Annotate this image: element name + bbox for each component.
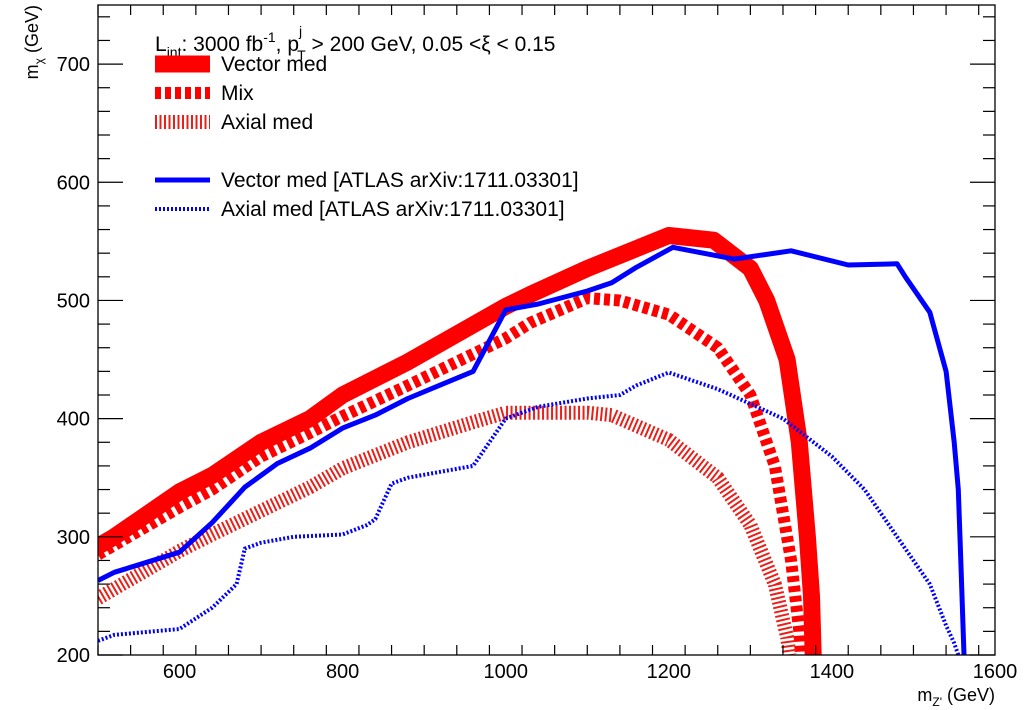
x-axis-label: mZ' (GeV) — [917, 685, 995, 709]
y-tick-label: 400 — [57, 409, 90, 431]
series-line-axial-med — [98, 405, 797, 655]
x-tick-label: 600 — [163, 661, 196, 683]
series-line-vector-med — [98, 227, 822, 655]
x-tick-label: 1600 — [973, 661, 1018, 683]
y-tick-label: 300 — [57, 527, 90, 549]
ticks-layer: 600 800 1000 1200 1400 1600 200 300 400 500 600 700 — [57, 5, 1018, 683]
y-tick-label: 700 — [57, 54, 90, 76]
legend-header: Lint: 3000 fb-1, pj T > 200 GeV, 0.05 <ξ … — [155, 23, 555, 63]
y-tick-label: 200 — [57, 645, 90, 667]
y-tick-label: 600 — [57, 172, 90, 194]
legend: Lint: 3000 fb-1, pj T > 200 GeV, 0.05 <ξ … — [155, 23, 579, 221]
x-tick-label: 1200 — [647, 661, 692, 683]
x-tick-label: 800 — [326, 661, 359, 683]
series-line-axial-med-atlas-arxiv-1711-03301 — [98, 370, 961, 655]
legend-label-mix: Mix — [221, 82, 254, 105]
series-layer — [98, 227, 967, 655]
plot-frame — [97, 4, 996, 656]
x-tick-label: 1400 — [810, 661, 855, 683]
series-line-vector-med-atlas-arxiv-1711-03301 — [98, 244, 967, 655]
series-line-mix — [98, 292, 807, 655]
legend-label-vector-med: Vector med — [221, 53, 327, 76]
legend-label-axial-med-atlas-arxiv-1711-03301: Axial med [ATLAS arXiv:1711.03301] — [221, 198, 565, 221]
legend-label-vector-med-atlas-arxiv-1711-03301: Vector med [ATLAS arXiv:1711.03301] — [221, 169, 579, 192]
y-tick-label: 500 — [57, 290, 90, 312]
x-tick-label: 1000 — [483, 661, 528, 683]
y-axis-label: mχ (GeV) — [22, 5, 46, 79]
legend-label-axial-med: Axial med — [221, 111, 313, 134]
